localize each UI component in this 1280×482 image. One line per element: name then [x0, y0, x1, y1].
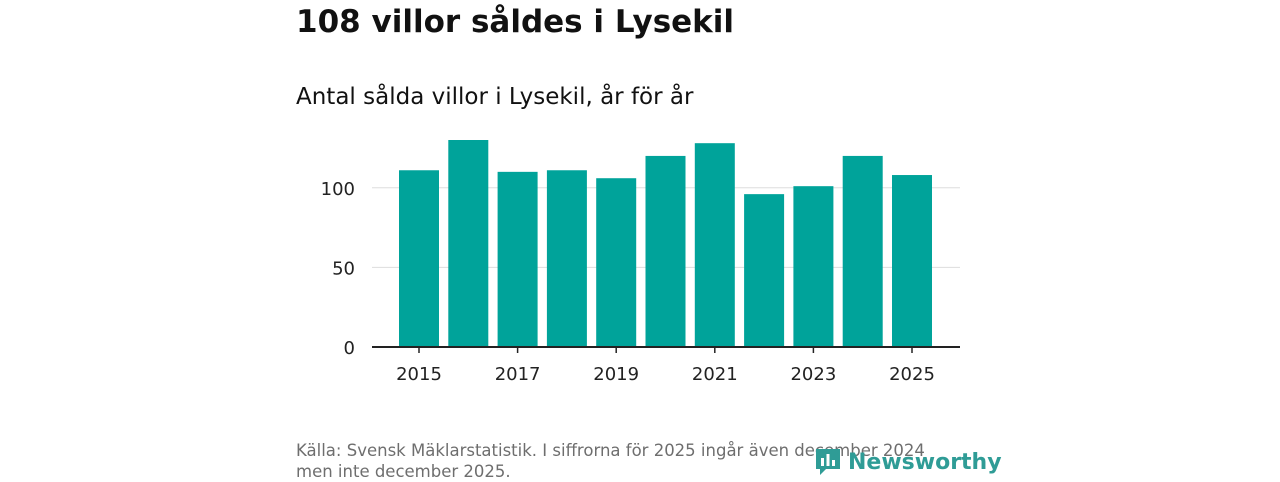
x-tick-label-2023: 2023 [790, 364, 836, 385]
bar-2025 [892, 175, 932, 347]
x-tick-label-2019: 2019 [593, 364, 639, 385]
bar-2019 [596, 178, 637, 347]
source-note: Källa: Svensk Mäklarstatistik. I siffror… [296, 441, 925, 481]
x-tick-label-2021: 2021 [692, 364, 738, 385]
bar-2023 [793, 186, 834, 347]
newsworthy-logo-icon [816, 449, 840, 475]
chart-title: 108 villor såldes i Lysekil [296, 4, 735, 40]
bar-2017 [497, 171, 538, 347]
x-tick-label-2025: 2025 [889, 364, 935, 385]
x-tick-label-2015: 2015 [396, 364, 442, 385]
y-tick-label-0: 0 [344, 338, 355, 359]
newsworthy-logo-text: Newsworthy [848, 449, 1002, 475]
y-tick-label-50: 50 [332, 258, 355, 279]
bar-2021 [694, 143, 735, 347]
newsworthy-logo: Newsworthy [814, 446, 1002, 478]
bar-2015 [399, 170, 439, 347]
x-tick-label-2017: 2017 [495, 364, 541, 385]
bar-2018 [546, 170, 587, 347]
y-tick-label-100: 100 [321, 179, 355, 200]
bar-2024 [842, 155, 883, 347]
bar-2022 [744, 194, 785, 347]
bar-2020 [645, 155, 686, 347]
chart-subtitle: Antal sålda villor i Lysekil, år för år [296, 84, 694, 110]
bar-2016 [448, 140, 489, 347]
